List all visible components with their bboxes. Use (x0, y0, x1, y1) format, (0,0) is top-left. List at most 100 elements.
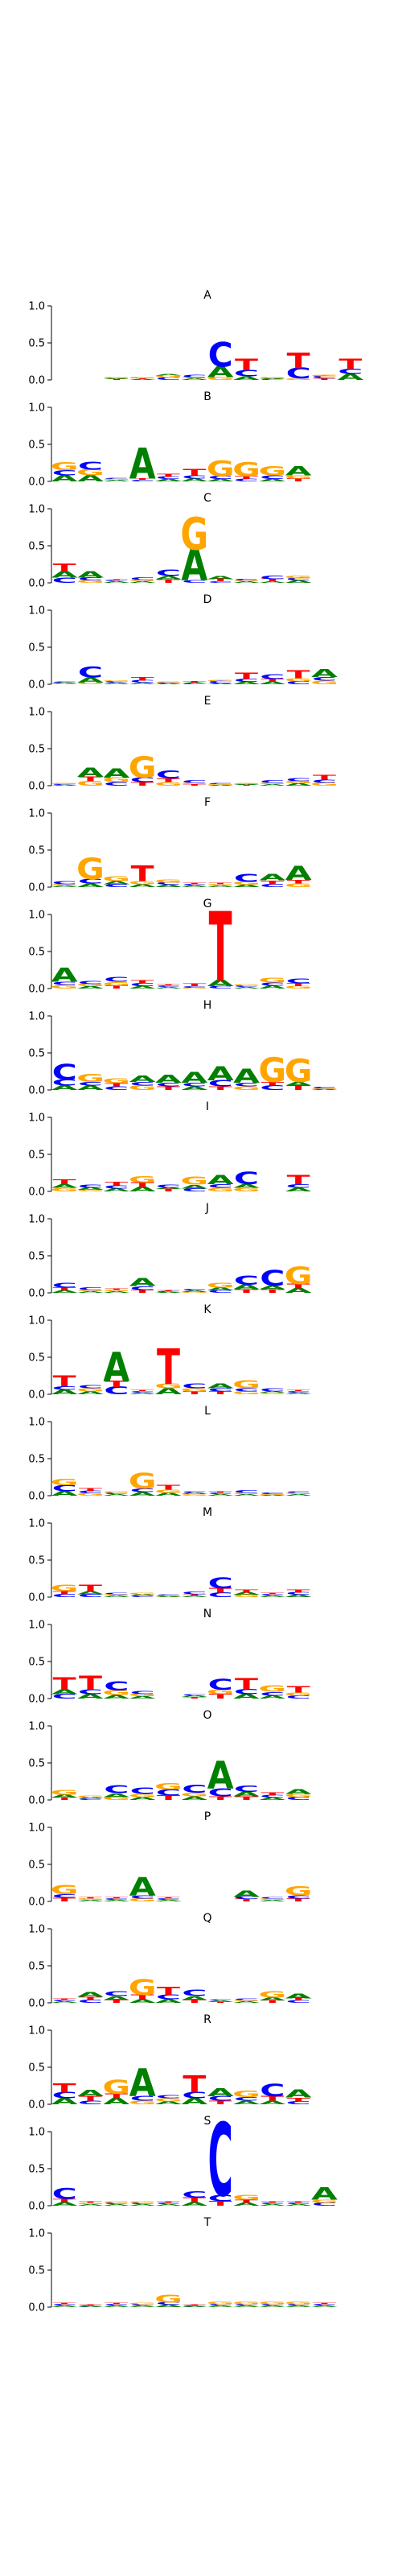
base-c-letter: C (104, 2202, 129, 2205)
base-c-letter: C (208, 1183, 233, 1190)
base-a-letter: A (51, 2096, 78, 2106)
base-g-letter: G (51, 1187, 79, 1193)
base-a-letter: A (51, 473, 78, 483)
base-g-letter: G (232, 1390, 260, 1395)
base-g-letter: G (232, 2089, 260, 2099)
base-g-letter: G (258, 377, 286, 379)
base-c-letter: C (234, 1897, 259, 1901)
panel-title: M (203, 1506, 212, 1519)
base-c-letter: C (286, 1183, 311, 1190)
base-t-letter: T (183, 2070, 206, 2098)
base-a-letter: A (233, 2202, 260, 2207)
base-c-letter: C (234, 369, 259, 378)
base-c-letter: C (312, 2304, 337, 2306)
base-a-letter: A (129, 1796, 157, 1801)
base-c-letter: C (182, 884, 207, 886)
base-c-letter: C (234, 478, 259, 482)
base-a-letter: A (51, 1689, 78, 1696)
base-t-letter: T (53, 563, 77, 575)
base-t-letter: T (105, 1181, 128, 1187)
base-g-letter: G (207, 1689, 235, 1696)
base-g-letter: G (154, 1782, 183, 1792)
base-c-letter: C (52, 1484, 77, 1493)
base-g-letter: G (180, 508, 208, 560)
base-c-letter: C (286, 365, 311, 382)
base-g-letter: G (285, 678, 313, 683)
base-a-letter: A (233, 884, 260, 888)
base-t-letter: T (313, 378, 337, 381)
base-a-letter: A (181, 1492, 208, 1495)
base-t-letter: T (131, 862, 154, 887)
base-t-letter: T (157, 578, 180, 584)
base-g-letter: G (232, 2000, 260, 2002)
base-c-letter: C (260, 2202, 285, 2205)
base-t-letter: T (157, 1188, 181, 1192)
base-c-letter: C (260, 780, 285, 784)
base-t-letter: T (79, 2305, 103, 2306)
base-a-letter: A (285, 1993, 312, 2000)
base-c-letter: C (260, 2080, 285, 2099)
base-g-letter: G (207, 784, 235, 786)
base-c-letter: C (130, 480, 155, 482)
y-tick-label: 1.0 (28, 504, 45, 516)
base-g-letter: G (285, 475, 313, 480)
panel-title: K (203, 1303, 211, 1316)
y-tick-label: 0.0 (28, 1998, 45, 2010)
base-c-letter: C (130, 1895, 155, 1900)
base-t-letter: T (287, 1998, 311, 2002)
base-a-letter: A (51, 1183, 79, 1190)
y-tick-label: 0.0 (28, 1491, 45, 1503)
y-tick-label: 0.0 (28, 882, 45, 894)
base-t-letter: T (183, 882, 207, 885)
base-c-letter: C (286, 1695, 311, 1699)
base-c-letter: C (208, 783, 233, 785)
base-t-letter: T (235, 1288, 258, 1294)
base-t-letter: T (79, 776, 102, 783)
base-a-letter: A (233, 1494, 260, 1496)
base-g-letter: G (258, 1898, 286, 1901)
y-tick-label: 0.0 (28, 2302, 45, 2314)
base-t-letter: T (287, 879, 310, 886)
base-t-letter: T (260, 2000, 285, 2004)
base-t-letter: T (183, 984, 207, 988)
base-t-letter: T (105, 1897, 129, 1899)
base-c-letter: C (156, 377, 181, 381)
base-c-letter: C (182, 1988, 207, 1998)
base-c-letter: C (234, 1687, 259, 1696)
base-g-letter: G (232, 459, 260, 481)
base-c-letter: C (104, 1385, 129, 1397)
base-c-letter: C (208, 1290, 233, 1294)
base-c-letter: C (52, 1078, 77, 1088)
base-t-letter: T (53, 2198, 76, 2203)
base-g-letter: G (129, 1592, 157, 1595)
y-tick-label: 0.5 (28, 2164, 45, 2176)
base-g-letter: G (154, 879, 183, 884)
base-a-letter: A (77, 1390, 105, 1395)
base-g-letter: G (285, 882, 313, 889)
base-c-letter: C (260, 2304, 285, 2306)
base-a-letter: A (311, 2306, 338, 2308)
base-g-letter: G (129, 1975, 157, 2000)
base-g-letter: G (154, 1596, 183, 1597)
base-a-letter: A (129, 1186, 156, 1193)
base-c-letter: C (52, 2304, 77, 2306)
base-t-letter: T (157, 2201, 181, 2203)
base-a-letter: A (129, 581, 157, 584)
panel-title: B (203, 390, 211, 403)
base-a-letter: A (129, 2306, 157, 2308)
base-t-letter: T (260, 579, 285, 583)
base-t-letter: T (157, 1794, 180, 1802)
base-a-letter: A (129, 1393, 157, 1395)
y-tick-label: 1.0 (28, 605, 45, 617)
base-g-letter: G (51, 884, 79, 886)
panel-title: I (206, 1100, 209, 1113)
base-g-letter: G (51, 984, 79, 990)
base-g-letter: G (76, 468, 105, 477)
base-g-letter: G (258, 464, 286, 479)
y-tick-label: 0.0 (28, 375, 45, 387)
